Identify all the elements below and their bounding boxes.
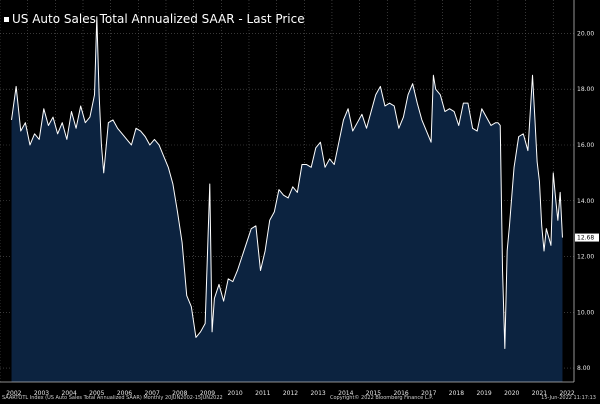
- series-area: [11, 16, 563, 382]
- x-tick-label: 2015: [366, 390, 381, 397]
- series-area-fill: [11, 16, 563, 382]
- last-price-value: 12.68: [577, 235, 594, 242]
- x-tick-label: 2014: [338, 390, 353, 397]
- x-tick-label: 2021: [532, 390, 547, 397]
- chart-title-text: US Auto Sales Total Annualized SAAR - La…: [12, 12, 305, 26]
- x-tick-label: 2020: [504, 390, 519, 397]
- y-tick-label: 14.00: [577, 198, 594, 205]
- y-tick-label: 16.00: [577, 142, 594, 149]
- x-tick-label: 2013: [310, 390, 325, 397]
- x-tick-label: 2010: [227, 390, 242, 397]
- x-tick-label: 2016: [393, 390, 408, 397]
- footer-timestamp: 15-Jun-2022 11:17:13: [541, 395, 596, 401]
- x-tick-label: 2018: [449, 390, 464, 397]
- y-tick-label: 8.00: [577, 365, 591, 372]
- x-tick-label: 2002: [6, 390, 21, 397]
- x-tick-label: 2008: [172, 390, 187, 397]
- x-tick-label: 2009: [200, 390, 215, 397]
- x-tick-label: 2022: [559, 390, 574, 397]
- x-tick-label: 2019: [476, 390, 491, 397]
- y-tick-label: 18.00: [577, 86, 594, 93]
- y-tick-label: 20.00: [577, 30, 594, 37]
- y-tick-label: 10.00: [577, 309, 594, 316]
- footer-source: SAARTOTL Index (US Auto Sales Total Annu…: [2, 395, 223, 401]
- x-tick-label: 2004: [62, 390, 77, 397]
- y-tick-label: 12.00: [577, 254, 594, 261]
- x-tick-label: 2017: [421, 390, 436, 397]
- series-line: [11, 16, 563, 350]
- last-price-badge: [575, 233, 599, 242]
- x-tick-label: 2006: [117, 390, 132, 397]
- x-tick-label: 2007: [145, 390, 160, 397]
- x-axis: 2002 2003 2004 2005 2006 2007 2008 2009 2010 2011…: [0, 381, 575, 397]
- last-price-marker: 12.68: [575, 233, 599, 242]
- series-line-path: [11, 16, 563, 350]
- x-tick-label: 2005: [89, 390, 104, 397]
- x-tick-label: 2011: [255, 390, 270, 397]
- legend-swatch-icon: [4, 16, 9, 22]
- chart-title: US Auto Sales Total Annualized SAAR - La…: [4, 10, 305, 28]
- footer-bar: SAARTOTL Index (US Auto Sales Total Annu…: [0, 394, 600, 404]
- footer-copyright: Copyright© 2022 Bloomberg Finance L.P.: [330, 395, 434, 401]
- x-tick-label: 2003: [34, 390, 49, 397]
- x-tick-label: 2012: [283, 390, 298, 397]
- y-axis: 8.00 10.00 12.00 14.00 16.00 18.00 20.00: [573, 0, 594, 382]
